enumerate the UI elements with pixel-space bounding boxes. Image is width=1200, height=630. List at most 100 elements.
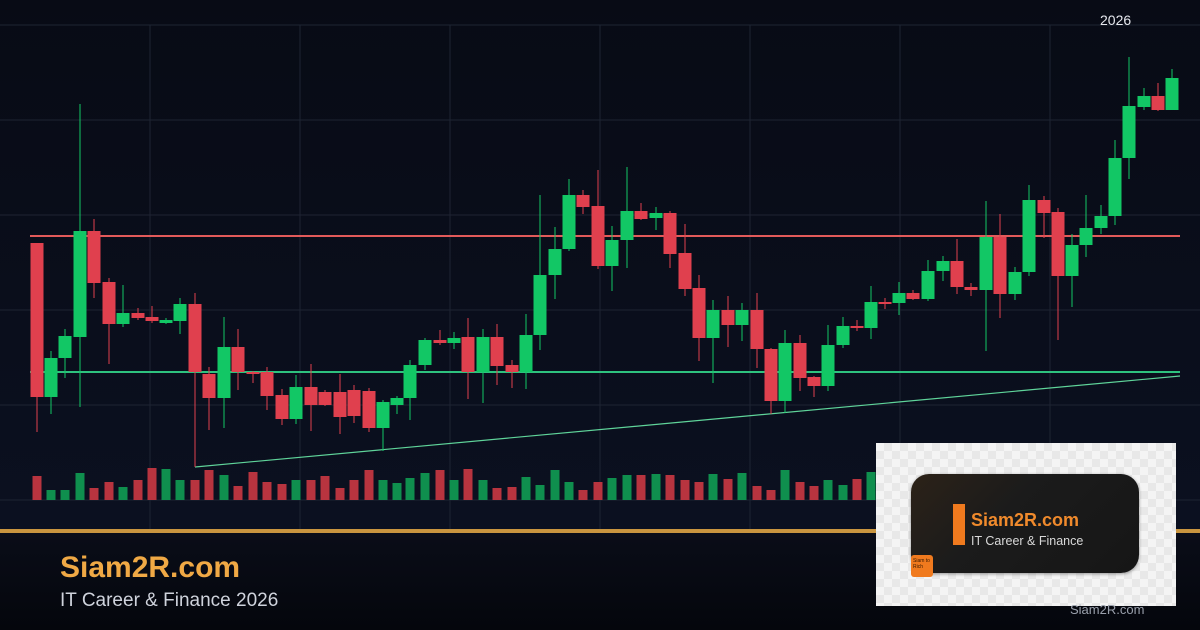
volume-bar bbox=[636, 475, 646, 500]
candle-body bbox=[102, 282, 116, 324]
candle-body bbox=[721, 310, 735, 325]
volume-bar bbox=[378, 480, 388, 500]
candle bbox=[376, 400, 390, 451]
volume-bar bbox=[578, 490, 588, 500]
candle-body bbox=[260, 372, 274, 396]
candle bbox=[591, 170, 605, 269]
candle bbox=[764, 348, 778, 414]
candle bbox=[418, 338, 432, 370]
candle bbox=[217, 317, 231, 428]
candle-body bbox=[735, 310, 749, 325]
candle-body bbox=[362, 391, 376, 428]
candle bbox=[692, 275, 706, 361]
candle bbox=[159, 318, 173, 324]
candle-body bbox=[993, 237, 1007, 294]
candle-body bbox=[821, 345, 835, 386]
candle bbox=[836, 317, 850, 348]
volume-bar bbox=[463, 469, 473, 500]
candle-body bbox=[1094, 216, 1108, 228]
candle bbox=[173, 298, 187, 334]
logo-badge-icon: Siam to Rich bbox=[911, 555, 933, 577]
candle bbox=[878, 298, 892, 309]
candle-body bbox=[850, 326, 864, 328]
volume-bar bbox=[46, 490, 56, 500]
candle bbox=[821, 325, 835, 391]
volume-bar bbox=[838, 485, 848, 500]
volume-bar bbox=[723, 479, 733, 500]
candle-body bbox=[476, 337, 490, 372]
candle-body bbox=[390, 398, 404, 405]
candle bbox=[850, 320, 864, 331]
volume-bar bbox=[32, 476, 42, 500]
candle bbox=[490, 324, 504, 385]
candle bbox=[1165, 69, 1179, 110]
volume-bar bbox=[449, 480, 459, 500]
volume-bar bbox=[478, 480, 488, 500]
candle-body bbox=[505, 365, 519, 372]
candle bbox=[576, 190, 590, 214]
chart-canvas bbox=[0, 24, 1200, 530]
volume-bar bbox=[866, 472, 876, 500]
candle bbox=[678, 224, 692, 296]
candle-body bbox=[519, 335, 533, 372]
candle bbox=[304, 364, 318, 431]
candle-body bbox=[231, 347, 245, 372]
candle bbox=[318, 390, 332, 406]
candle-body bbox=[678, 253, 692, 289]
candle-body bbox=[649, 213, 663, 218]
volume-bar bbox=[492, 488, 502, 500]
volume-bar bbox=[175, 480, 185, 500]
candle-body bbox=[333, 392, 347, 417]
volume-bar bbox=[219, 475, 229, 500]
volume-bar bbox=[680, 480, 690, 500]
candle bbox=[476, 329, 490, 403]
candle bbox=[87, 219, 101, 298]
candle-body bbox=[447, 338, 461, 343]
candle-body bbox=[73, 231, 87, 337]
volume-bar bbox=[694, 482, 704, 500]
candle bbox=[1079, 195, 1093, 257]
volume-bar bbox=[795, 482, 805, 500]
candle-body bbox=[793, 343, 807, 378]
candle-body bbox=[1022, 200, 1036, 272]
volume-bar bbox=[306, 480, 316, 500]
candle bbox=[362, 388, 376, 432]
volume-bar bbox=[809, 486, 819, 500]
volume-bar bbox=[291, 480, 301, 500]
candle bbox=[1108, 140, 1122, 225]
candle-body bbox=[1108, 158, 1122, 216]
candle-body bbox=[403, 365, 417, 398]
candle-body bbox=[1137, 96, 1151, 107]
candle bbox=[1008, 267, 1022, 300]
candle bbox=[1037, 196, 1051, 238]
candle-body bbox=[145, 317, 159, 321]
candle-body bbox=[1051, 212, 1065, 276]
volume-bar bbox=[708, 474, 718, 500]
candle bbox=[461, 318, 475, 399]
candle bbox=[1151, 83, 1165, 111]
candle-body bbox=[706, 310, 720, 338]
candle-body bbox=[188, 304, 202, 372]
volume-bar bbox=[780, 470, 790, 500]
candle-body bbox=[275, 395, 289, 419]
candle bbox=[634, 203, 648, 220]
candle bbox=[289, 375, 303, 424]
candle-body bbox=[548, 249, 562, 275]
candle bbox=[721, 296, 735, 347]
year-label: 2026 bbox=[1100, 12, 1132, 28]
candle-body bbox=[533, 275, 547, 335]
candle bbox=[58, 329, 72, 378]
candle-body bbox=[30, 243, 44, 397]
volume-bar bbox=[364, 470, 374, 500]
candle-body bbox=[878, 302, 892, 304]
candle bbox=[30, 243, 44, 432]
candle-body bbox=[921, 271, 935, 299]
candle bbox=[892, 282, 906, 315]
candle bbox=[73, 104, 87, 407]
candle-body bbox=[906, 293, 920, 299]
candle bbox=[950, 239, 964, 294]
logo-title: Siam2R.com bbox=[971, 510, 1080, 530]
candlestick-chart: 2026 bbox=[0, 0, 1200, 530]
candle bbox=[519, 314, 533, 389]
candle-body bbox=[634, 211, 648, 219]
